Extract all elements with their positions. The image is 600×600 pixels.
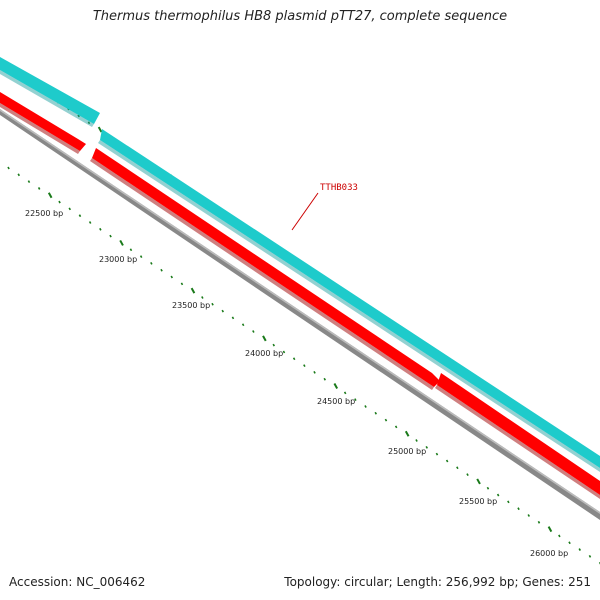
inner-tick: [201, 296, 204, 299]
inner-tick: [588, 554, 592, 558]
inner-tick: [415, 439, 418, 442]
bp-label: 25500 bp: [459, 497, 497, 506]
inner-tick: [527, 514, 531, 517]
bp-label: 24500 bp: [317, 397, 355, 406]
inner-tick: [456, 466, 459, 470]
bp-label: 23500 bp: [172, 301, 210, 310]
inner-tick: [139, 255, 143, 258]
inner-tick-track: [7, 166, 600, 565]
inner-tick: [496, 493, 500, 497]
inner-tick: [558, 534, 561, 538]
bp-scale-labels: 22500 bp 23000 bp 23500 bp 24000 bp 24500 bp…: [25, 209, 568, 558]
inner-tick: [547, 526, 553, 533]
inner-tick: [517, 507, 520, 511]
inner-tick: [47, 192, 53, 199]
gene-arrow-track: [0, 92, 600, 499]
accession-text: Accession: NC_006462: [9, 575, 146, 589]
inner-tick: [445, 459, 449, 463]
inner-tick: [78, 214, 82, 218]
topology-summary: Topology: circular; Length: 256,992 bp; …: [284, 575, 591, 589]
inner-tick: [486, 486, 490, 490]
inner-tick: [374, 411, 378, 415]
outer-tick: [87, 121, 91, 125]
inner-tick: [27, 180, 31, 184]
inner-tick: [425, 445, 429, 449]
bp-label: 23000 bp: [99, 255, 137, 264]
inner-tick: [262, 335, 267, 342]
inner-tick: [88, 221, 92, 224]
gene-label-leader: [291, 192, 319, 231]
inner-tick: [99, 227, 102, 231]
inner-tick: [343, 391, 347, 395]
inner-tick: [211, 302, 214, 306]
gene-arrow-tthb033: [92, 148, 440, 387]
inner-tick: [180, 282, 184, 286]
inner-tick: [272, 343, 276, 347]
inner-tick: [466, 473, 469, 476]
inner-tick: [109, 234, 112, 238]
bp-label: 24000 bp: [245, 349, 283, 358]
inner-tick: [170, 275, 174, 279]
inner-tick: [129, 248, 133, 252]
inner-tick: [160, 268, 163, 272]
inner-tick: [333, 383, 339, 390]
inner-tick: [394, 425, 398, 429]
gene-label-tthb033: TTHB033: [320, 183, 358, 193]
inner-tick: [282, 350, 286, 354]
map-title: Thermus thermophilus HB8 plasmid pTT27, …: [92, 9, 508, 24]
bp-label: 25000 bp: [388, 447, 426, 456]
inner-tick: [537, 520, 541, 524]
inner-tick: [37, 187, 41, 190]
inner-tick: [221, 309, 225, 313]
inner-tick: [303, 364, 306, 367]
inner-tick: [384, 418, 388, 422]
inner-tick: [568, 541, 571, 545]
outer-tick: [77, 114, 80, 118]
inner-tick: [354, 398, 357, 402]
outer-tick: [97, 126, 103, 133]
backbone-line: [0, 109, 600, 520]
gene-arrow-right: [437, 373, 600, 495]
gene-arrow-left: [0, 92, 86, 151]
cyan-feature-band: [0, 57, 600, 472]
inner-tick: [404, 430, 410, 437]
inner-tick: [190, 287, 196, 294]
inner-tick: [435, 452, 439, 456]
inner-tick: [292, 357, 296, 361]
inner-tick: [7, 166, 10, 170]
inner-tick: [231, 316, 235, 320]
inner-tick: [313, 371, 316, 374]
inner-tick: [68, 207, 72, 211]
inner-tick: [507, 500, 510, 504]
bp-label: 26000 bp: [530, 549, 568, 558]
inner-tick: [364, 405, 367, 408]
inner-tick: [150, 262, 153, 265]
inner-tick: [58, 200, 61, 204]
inner-tick: [323, 377, 327, 381]
inner-tick: [578, 548, 582, 551]
inner-tick: [17, 173, 21, 177]
inner-tick: [241, 323, 245, 327]
bp-label: 22500 bp: [25, 209, 63, 218]
inner-tick: [252, 330, 255, 333]
inner-tick: [119, 239, 124, 246]
inner-tick: [476, 478, 481, 485]
